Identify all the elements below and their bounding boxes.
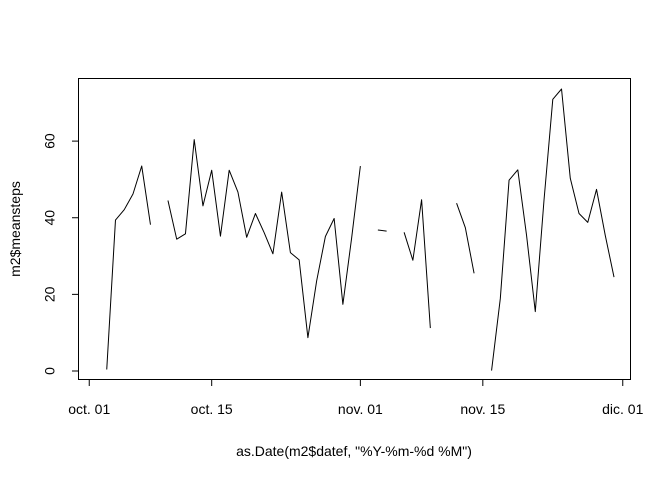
x-tick-label: nov. 01	[338, 401, 383, 417]
series-line-segment	[377, 229, 387, 232]
x-tick-label: oct. 01	[68, 401, 110, 417]
x-tick-label: oct. 15	[191, 401, 233, 417]
y-tick-label: 40	[42, 210, 58, 226]
series-line-segment	[403, 199, 431, 329]
series-line-segment	[167, 139, 361, 339]
x-tick-label: dic. 01	[602, 401, 643, 417]
series-line-segment	[456, 203, 475, 274]
series-layer	[106, 88, 615, 371]
series-line-segment	[491, 88, 615, 371]
y-tick-label: 60	[42, 133, 58, 149]
y-axis-title: m2$meansteps	[7, 181, 23, 277]
y-axis: 0 20 40 60	[42, 133, 79, 375]
series-line-segment	[106, 165, 151, 370]
y-tick-label: 20	[42, 286, 58, 302]
x-axis-title: as.Date(m2$datef, "%Y-%m-%d %M")	[236, 443, 472, 459]
plot-box	[78, 78, 631, 380]
y-tick-label: 0	[42, 367, 58, 375]
x-axis: oct. 01 oct. 15 nov. 01 nov. 15 dic. 01	[68, 379, 644, 417]
x-tick-label: nov. 15	[460, 401, 505, 417]
